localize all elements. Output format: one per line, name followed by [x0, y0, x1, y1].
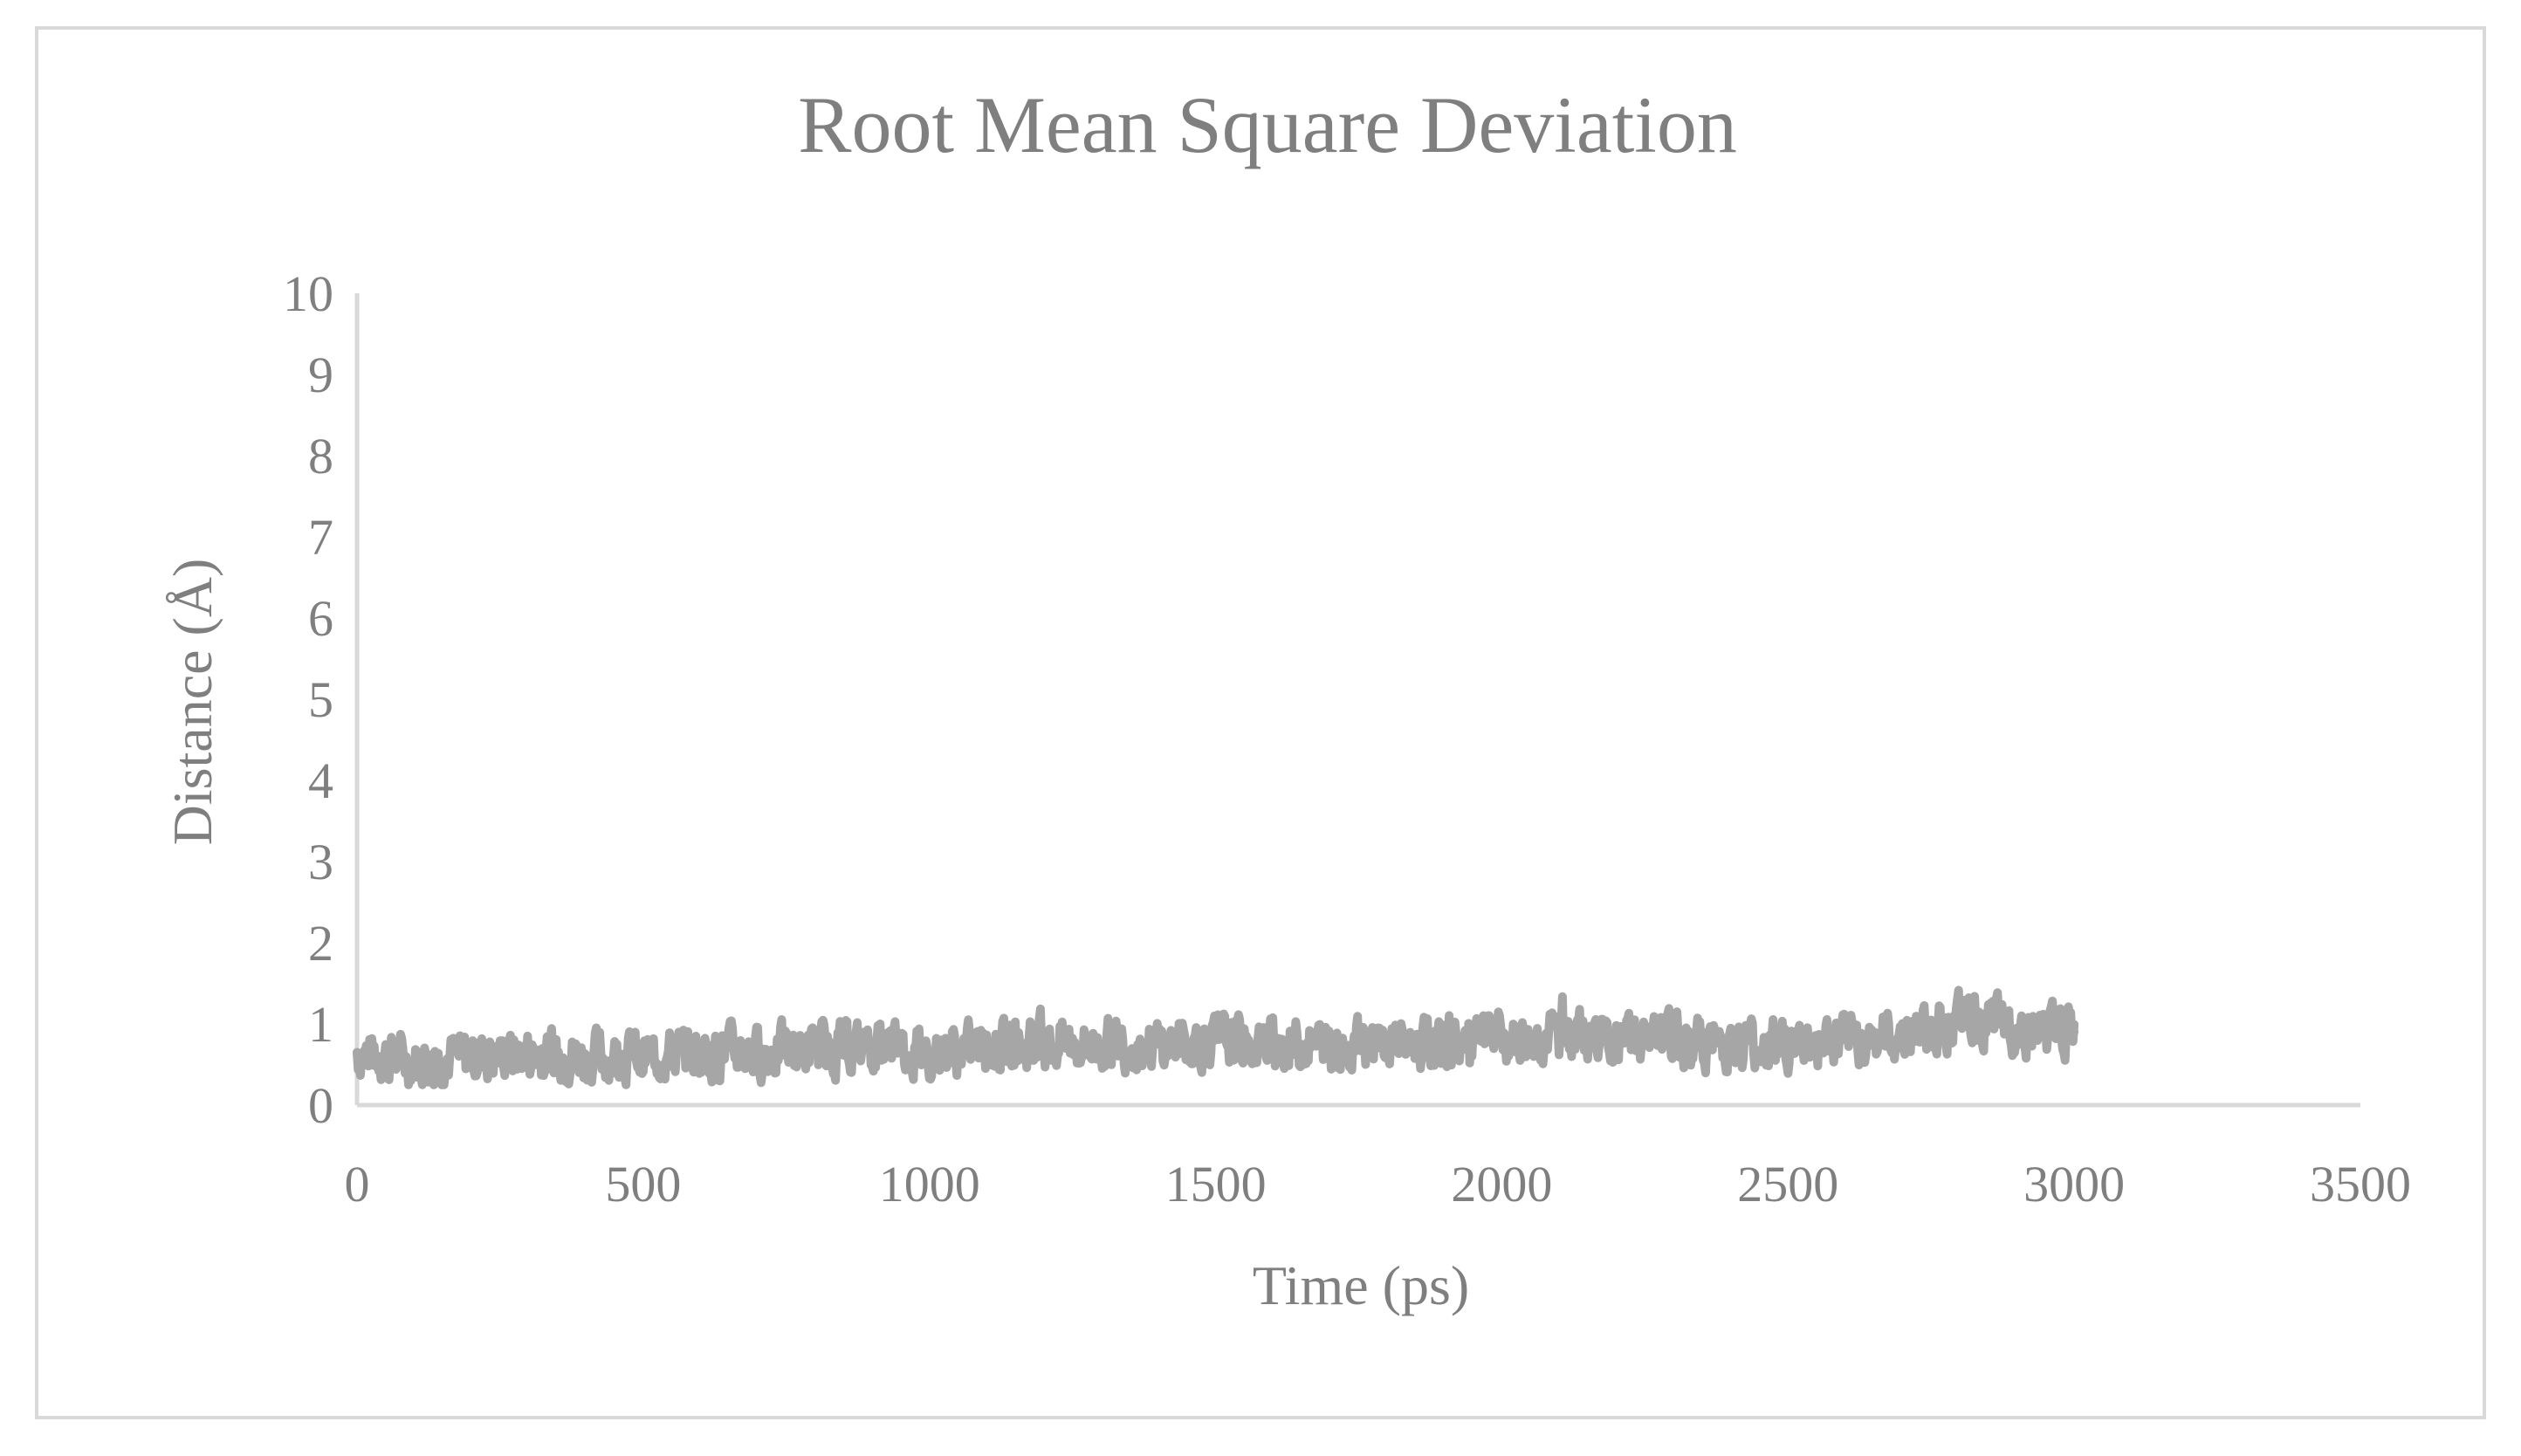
series-point	[353, 1047, 361, 1057]
series-point	[1383, 1040, 1392, 1049]
x-tick-label: 500	[605, 1156, 681, 1212]
x-tick-label: 0	[345, 1156, 370, 1212]
chart-svg: Root Mean Square Deviation 012345678910 …	[161, 80, 2412, 1316]
series-point	[868, 1043, 877, 1053]
x-tick-label: 1000	[879, 1156, 980, 1212]
x-tick-label: 1500	[1165, 1156, 1267, 1212]
series-point	[810, 1043, 820, 1053]
y-tick-label: 7	[308, 509, 333, 566]
series-point	[1211, 1035, 1220, 1045]
series-point	[924, 1047, 934, 1057]
y-tick-label: 0	[308, 1077, 333, 1134]
series-line	[353, 986, 2079, 1089]
series-point	[1669, 1035, 1679, 1045]
series-point	[1439, 1040, 1449, 1049]
y-tick-labels: 0 1 2 3 4 5 6 7 8 9 10	[283, 265, 333, 1134]
series-point	[1096, 1040, 1106, 1049]
series-point	[982, 1043, 992, 1053]
y-tick-label: 2	[308, 915, 333, 972]
x-tick-labels: 0 500 1000 1500 2000 2500 3000 3500	[345, 1156, 2412, 1212]
y-axis-label: Distance (Å)	[161, 559, 223, 846]
x-tick-label: 2000	[1451, 1156, 1552, 1212]
x-tick-label: 2500	[1737, 1156, 1838, 1212]
series-point	[1840, 1035, 1850, 1045]
x-axis-label: Time (ps)	[1253, 1254, 1469, 1316]
y-tick-label: 5	[308, 671, 333, 728]
y-tick-label: 3	[308, 834, 333, 890]
series-point	[467, 1052, 477, 1061]
series-point	[1154, 1040, 1163, 1049]
series-point	[1726, 1040, 1735, 1049]
chart-title: Root Mean Square Deviation	[798, 80, 1737, 169]
y-tick-label: 8	[308, 428, 333, 484]
series-group	[353, 986, 2079, 1089]
y-tick-label: 4	[308, 752, 333, 809]
x-tick-label: 3000	[2023, 1156, 2125, 1212]
series-point	[1783, 1040, 1793, 1049]
series-point	[1898, 1031, 1907, 1040]
series-point	[2012, 1023, 2022, 1033]
series-point	[1039, 1040, 1048, 1049]
series-point	[409, 1055, 419, 1065]
x-tick-label: 3500	[2310, 1156, 2411, 1212]
series-point	[1497, 1035, 1507, 1045]
y-tick-label: 9	[308, 347, 333, 403]
series-point	[1611, 1035, 1621, 1045]
chart-frame: Root Mean Square Deviation 0 1 2 3 4 5 6 7 8 9 10 …	[35, 26, 2486, 1419]
series-point	[581, 1052, 591, 1061]
y-tick-label: 10	[283, 265, 333, 322]
series-point	[524, 1047, 533, 1057]
series-point	[1268, 1040, 1278, 1049]
series-point	[638, 1052, 648, 1061]
y-tick-label: 6	[308, 590, 333, 647]
y-tick-label: 1	[308, 996, 333, 1053]
series-point	[1325, 1040, 1335, 1049]
series-point	[753, 1047, 762, 1057]
series-point	[1555, 1031, 1563, 1040]
series-point	[1955, 1015, 1964, 1025]
series-point	[2070, 1027, 2079, 1037]
series-point	[696, 1047, 705, 1057]
